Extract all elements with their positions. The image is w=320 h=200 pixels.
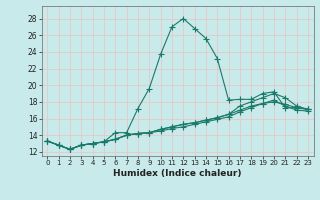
X-axis label: Humidex (Indice chaleur): Humidex (Indice chaleur) — [113, 169, 242, 178]
